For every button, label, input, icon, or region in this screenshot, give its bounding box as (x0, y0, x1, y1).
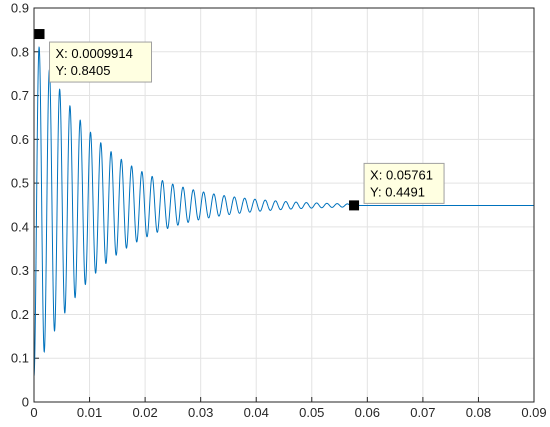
y-tick-label: 0.6 (11, 132, 29, 147)
y-tick-label: 0.7 (11, 88, 29, 103)
x-tick-label: 0.08 (466, 405, 491, 420)
y-tick-label: 0.3 (11, 263, 29, 278)
datatip-x-label: X: 0.0009914 (56, 46, 133, 61)
datatip-x-label: X: 0.05761 (370, 167, 433, 182)
datatip-y-label: Y: 0.4491 (370, 184, 425, 199)
x-tick-label: 0 (30, 405, 37, 420)
datatip[interactable]: X: 0.0009914 Y: 0.8405 (34, 29, 153, 83)
y-tick-label: 0 (22, 395, 29, 410)
x-axis-ticks: 0 0.01 0.02 0.03 0.04 0.05 0.06 0.07 0.08 0.09 (30, 397, 547, 420)
datatips: X: 0.0009914 Y: 0.8405 X: 0.05761 Y: 0.4491 (34, 29, 445, 211)
y-tick-label: 0.8 (11, 44, 29, 59)
datatip-box (363, 162, 445, 204)
series-line (33, 46, 534, 377)
x-tick-label: 0.02 (132, 405, 157, 420)
x-tick-label: 0.07 (410, 405, 435, 420)
x-tick-label: 0.04 (244, 405, 269, 420)
y-tick-label: 0.9 (11, 1, 29, 16)
datatip-marker[interactable] (34, 29, 45, 40)
y-tick-label: 0.4 (11, 219, 29, 234)
y-tick-label: 0.1 (11, 351, 29, 366)
datatip-marker[interactable] (349, 200, 360, 211)
x-tick-label: 0.09 (521, 405, 546, 420)
y-tick-label: 0.2 (11, 307, 29, 322)
x-tick-label: 0.03 (188, 405, 213, 420)
datatip[interactable]: X: 0.05761 Y: 0.4491 (349, 162, 445, 211)
x-tick-label: 0.05 (299, 405, 324, 420)
x-tick-label: 0.06 (355, 405, 380, 420)
y-tick-label: 0.5 (11, 176, 29, 191)
datatip-y-label: Y: 0.8405 (56, 63, 111, 78)
x-tick-label: 0.01 (77, 405, 102, 420)
axes-box (33, 7, 535, 403)
datatip-box (49, 41, 153, 83)
y-axis-ticks: 0 0.1 0.2 0.3 0.4 0.5 0.6 0.7 0.8 0.9 (11, 1, 39, 410)
